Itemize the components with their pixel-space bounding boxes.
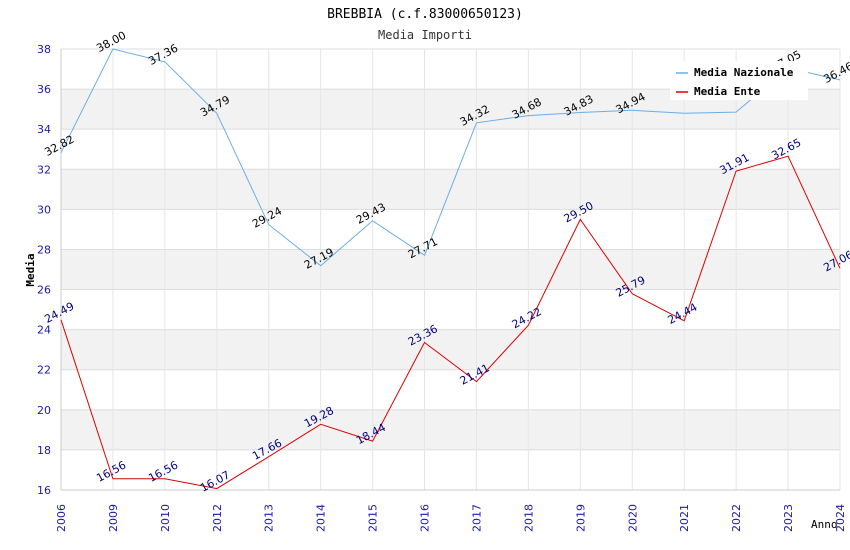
x-tick-label: 2012 — [211, 504, 224, 532]
x-tick-label: 2009 — [107, 504, 120, 532]
legend-label-nazionale: Media Nazionale — [694, 66, 794, 79]
legend-box — [670, 61, 808, 100]
x-tick-label: 2019 — [574, 504, 587, 532]
x-tick-label: 2010 — [159, 504, 172, 532]
series-lines — [60, 48, 841, 490]
y-tick-label: 18 — [37, 444, 51, 457]
legend-label-ente: Media Ente — [694, 85, 761, 98]
x-tick-label: 2006 — [55, 504, 68, 532]
chart-title: BREBBIA (c.f.83000650123) — [327, 7, 523, 22]
y-tick-label: 16 — [37, 484, 51, 497]
x-tick-label: 2015 — [367, 504, 380, 532]
plot-band — [61, 329, 840, 370]
x-tick-label: 2014 — [315, 504, 328, 532]
series-line-media-ente — [60, 155, 841, 490]
plot-band — [61, 409, 840, 450]
legend: Media Nazionale Media Ente — [670, 61, 808, 100]
y-tick-label: 30 — [37, 203, 51, 216]
plot-band — [61, 249, 840, 290]
y-tick-label: 22 — [37, 364, 51, 377]
chart-subtitle: Media Importi — [378, 28, 472, 42]
x-axis-label: Anno — [811, 518, 838, 531]
y-tick-label: 34 — [37, 123, 51, 136]
y-tick-label: 24 — [37, 324, 51, 337]
x-tick-label: 2013 — [263, 504, 276, 532]
y-axis-label: Media — [24, 253, 37, 286]
y-tick-label: 28 — [37, 243, 51, 256]
x-tick-label: 2020 — [626, 504, 639, 532]
x-tick-label: 2021 — [678, 504, 691, 532]
x-tick-labels: 2006 2009 2010 2012 2013 2014 2015 2016 2017 2018… — [55, 504, 847, 532]
x-tick-label: 2016 — [419, 504, 432, 532]
x-tick-label: 2018 — [522, 504, 535, 532]
y-tick-labels: 16 18 20 22 24 26 28 30 32 34 36 38 — [37, 43, 51, 497]
x-tick-label: 2022 — [730, 504, 743, 532]
y-tick-label: 38 — [37, 43, 51, 56]
x-tick-label: 2023 — [782, 504, 795, 532]
y-tick-label: 32 — [37, 163, 51, 176]
y-tick-label: 20 — [37, 404, 51, 417]
y-tick-label: 26 — [37, 284, 51, 297]
series-line-media-nazionale — [60, 48, 841, 267]
y-tick-label: 36 — [37, 83, 51, 96]
x-tick-label: 2017 — [470, 504, 483, 532]
axes — [60, 49, 840, 491]
x-tick-label: 2024 — [834, 504, 847, 532]
